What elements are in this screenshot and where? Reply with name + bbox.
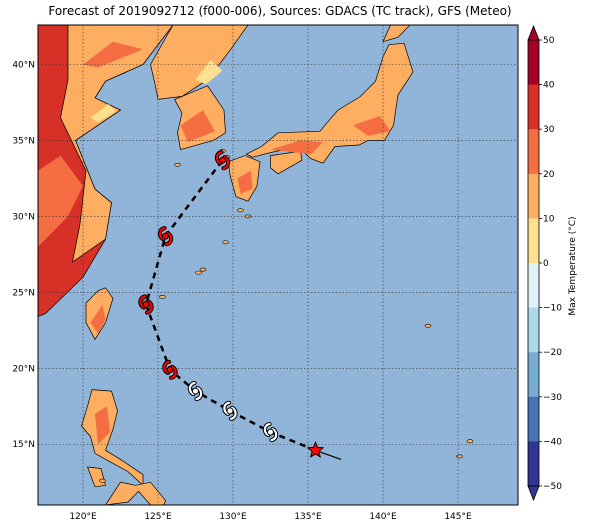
temp-china-warm-north xyxy=(83,41,143,68)
graticule xyxy=(38,25,518,505)
cyclone-icon xyxy=(138,294,154,315)
colorbar-segment xyxy=(528,84,539,130)
lon-tick-label: 125°E xyxy=(144,512,172,522)
temp-kyushu-warm xyxy=(237,170,253,194)
small-island xyxy=(237,208,244,213)
temp-taiwan-warm xyxy=(90,304,106,334)
cyclone-icon xyxy=(187,380,204,402)
colorbar-upper-extension xyxy=(527,24,540,41)
small-island xyxy=(174,162,181,167)
colorbar-tick-label: 10 xyxy=(543,214,555,224)
colorbar-tick-label: −50 xyxy=(543,482,562,492)
temp-korea-cool xyxy=(195,59,223,85)
longitude-labels: 120°E 125°E 130°E 135°E 140°E 145°E xyxy=(69,512,472,522)
lat-tick-label: 15°N xyxy=(12,440,35,450)
small-island xyxy=(456,454,463,459)
land-russia-primorye xyxy=(248,25,286,26)
temp-luzon-warm xyxy=(95,406,110,445)
temp-honshu-warm xyxy=(270,140,323,155)
small-island xyxy=(466,439,474,444)
small-island xyxy=(99,478,106,483)
lat-tick-label: 40°N xyxy=(12,60,35,70)
colorbar-tick-label: −40 xyxy=(543,437,562,447)
cyclone-icon xyxy=(157,226,174,247)
colorbar-segment xyxy=(528,40,539,85)
colorbar-segment xyxy=(528,218,539,264)
colorbar-segment xyxy=(528,352,539,398)
colorbar-segment xyxy=(528,396,539,442)
temp-china-cool-coast xyxy=(90,104,116,123)
track-history-line xyxy=(315,449,342,460)
colorbar-tick-label: 50 xyxy=(543,36,555,46)
map-plot-area xyxy=(38,25,518,514)
colorbar-segment xyxy=(528,263,539,308)
small-island xyxy=(195,270,202,275)
map-frame xyxy=(37,24,519,506)
small-island xyxy=(424,323,432,328)
colorbar-label: Max Temperature (°C) xyxy=(568,216,578,315)
land-hokkaido xyxy=(382,25,428,43)
colorbar: 50 40 30 20 10 0 −10 −20 −30 −40 −50 xyxy=(527,24,562,502)
lon-tick-label: 130°E xyxy=(219,512,247,522)
colorbar-tick-label: −10 xyxy=(543,304,562,314)
land-visayas xyxy=(105,481,166,505)
temp-china-hot-coast xyxy=(38,155,83,247)
lat-tick-label: 20°N xyxy=(12,364,35,374)
lon-tick-label: 140°E xyxy=(369,512,397,522)
small-island xyxy=(222,240,229,245)
colorbar-lower-extension xyxy=(527,485,540,502)
colorbar-segment xyxy=(528,307,539,353)
lon-tick-label: 120°E xyxy=(69,512,97,522)
temp-korea-warm xyxy=(180,110,215,142)
cyclone-icon xyxy=(214,150,231,171)
colorbar-tick-label: 0 xyxy=(543,259,549,269)
land-china-coast-band xyxy=(60,25,174,263)
colorbar-tick-label: −30 xyxy=(543,393,562,403)
cyclone-icon xyxy=(222,400,238,421)
lon-tick-label: 145°E xyxy=(444,512,472,522)
colorbar-tick-label: 30 xyxy=(543,125,555,135)
colorbar-tick-label: −20 xyxy=(543,348,562,358)
lat-tick-label: 25°N xyxy=(12,288,35,298)
colorbar-segment xyxy=(528,129,539,175)
lat-tick-label: 30°N xyxy=(12,212,35,222)
lat-tick-label: 35°N xyxy=(12,136,35,146)
ocean xyxy=(38,25,518,505)
lon-tick-label: 135°E xyxy=(294,512,322,522)
latitude-labels: 15°N 20°N 25°N 30°N 35°N 40°N xyxy=(12,60,35,450)
colorbar-tick-label: 20 xyxy=(543,170,555,180)
storm-track xyxy=(138,150,342,460)
map-title: Forecast of 2019092712 (f000-006), Sourc… xyxy=(48,4,512,18)
cyclone-icon xyxy=(262,421,279,443)
small-island xyxy=(159,294,166,299)
small-island xyxy=(199,267,207,272)
colorbar-segment xyxy=(528,441,539,487)
land-areas xyxy=(38,25,474,514)
cyclone-icon xyxy=(162,359,178,380)
current-position-star-icon xyxy=(306,440,325,458)
colorbar-tick-label: 40 xyxy=(543,81,555,91)
colorbar-segment xyxy=(528,173,539,219)
temp-honshu-warm-east xyxy=(353,116,391,136)
small-island xyxy=(136,511,142,514)
